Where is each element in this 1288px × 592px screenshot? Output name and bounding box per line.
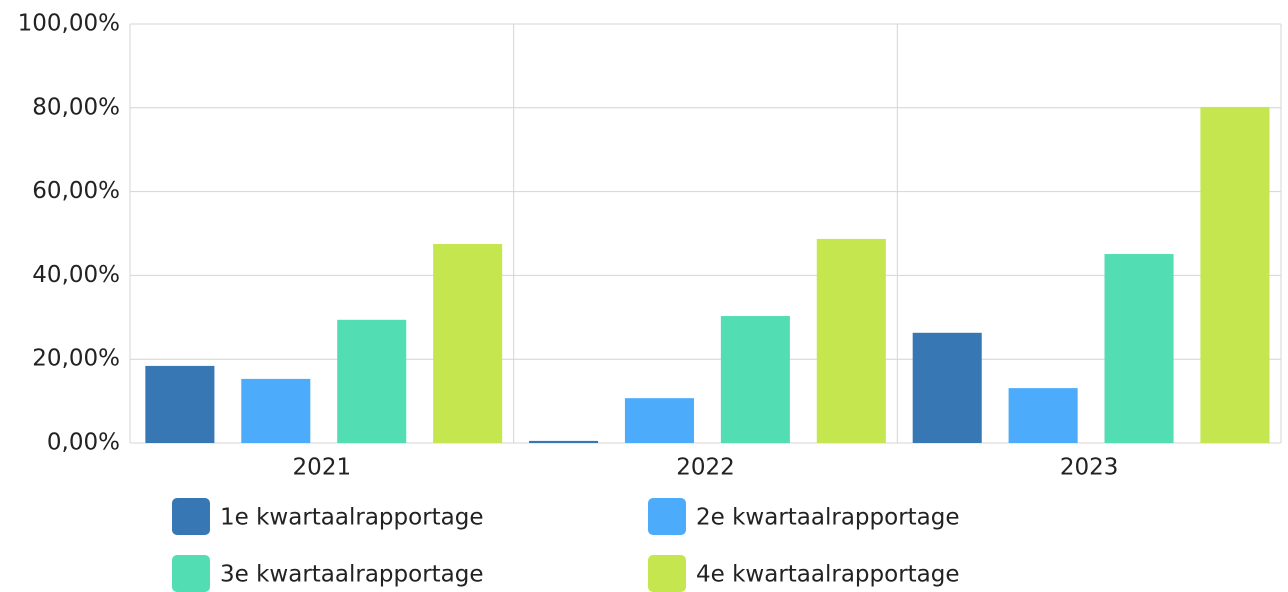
bar: [1200, 106, 1270, 443]
y-tick-label: 0,00%: [47, 430, 120, 456]
legend-label: 1e kwartaalrapportage: [220, 505, 484, 531]
y-tick-label: 40,00%: [32, 262, 120, 288]
y-tick-label: 60,00%: [32, 178, 120, 204]
bar: [912, 332, 982, 443]
bar: [145, 365, 215, 443]
bar: [816, 238, 886, 443]
bar: [433, 243, 503, 443]
legend-label: 2e kwartaalrapportage: [696, 505, 960, 531]
legend-label: 3e kwartaalrapportage: [220, 562, 484, 588]
legend-swatch: [648, 498, 686, 535]
x-tick-label: 2021: [293, 455, 352, 481]
legend-swatch: [172, 498, 210, 535]
bar: [720, 316, 790, 443]
bar: [337, 319, 407, 443]
bar: [1104, 254, 1174, 443]
x-tick-label: 2023: [1060, 455, 1119, 481]
y-tick-label: 20,00%: [32, 346, 120, 372]
legend-label: 4e kwartaalrapportage: [696, 562, 960, 588]
y-tick-label: 100,00%: [18, 11, 120, 37]
y-tick-label: 80,00%: [32, 94, 120, 120]
bar: [1008, 388, 1078, 443]
bar: [624, 398, 694, 443]
legend-swatch: [172, 555, 210, 592]
bar: [241, 378, 311, 443]
legend-swatch: [648, 555, 686, 592]
bar: [529, 440, 599, 443]
x-tick-label: 2022: [676, 455, 735, 481]
